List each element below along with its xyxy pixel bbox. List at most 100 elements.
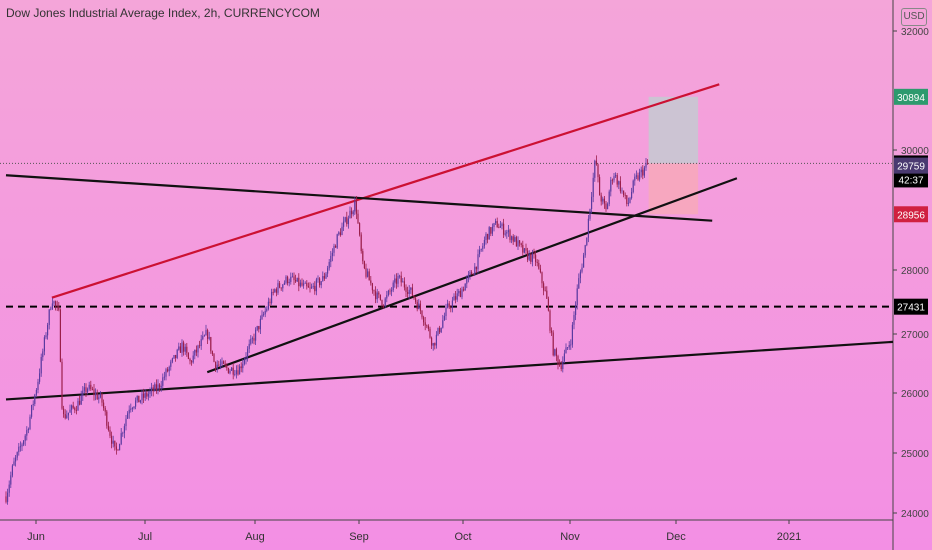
candle-body [202, 336, 204, 340]
candle [115, 442, 117, 455]
candle [243, 357, 245, 366]
candle [119, 443, 121, 451]
candle-body [91, 389, 93, 390]
trendline-2[interactable] [206, 177, 738, 374]
candle [37, 378, 39, 394]
candle [283, 280, 285, 286]
candle [623, 190, 625, 198]
candle-body [440, 327, 442, 333]
price-label[interactable]: 29759 [897, 162, 925, 173]
candle-body [19, 446, 21, 448]
candle-body [69, 409, 71, 413]
trendline-3[interactable] [5, 340, 894, 401]
candle-body [469, 272, 471, 275]
candle-body [557, 356, 559, 365]
candle-body [239, 366, 241, 375]
candle [335, 244, 337, 248]
price-label-box[interactable] [894, 88, 928, 105]
price-label[interactable]: 27431 [897, 303, 925, 314]
candle [99, 391, 101, 399]
candle [347, 215, 349, 229]
candle-body [99, 393, 101, 398]
candle-body [32, 403, 34, 406]
candle-body [101, 393, 103, 403]
candle-body [511, 236, 513, 240]
candle-body [536, 261, 538, 263]
candle-body [592, 177, 594, 197]
candle [418, 299, 420, 310]
candle [443, 312, 445, 321]
target-zone[interactable] [648, 96, 699, 164]
candle [146, 390, 148, 400]
candle-body [474, 266, 476, 275]
candle-body [176, 349, 178, 358]
candle-body [647, 163, 649, 165]
trendline-1[interactable] [5, 174, 713, 222]
price-label-box[interactable] [894, 157, 928, 174]
price-label-box[interactable] [894, 206, 928, 223]
candle-body [389, 290, 391, 292]
candle [567, 347, 569, 350]
candle [219, 359, 221, 370]
candle-body [373, 290, 375, 292]
candle [21, 442, 23, 451]
price-label[interactable]: 28956 [897, 210, 925, 221]
candle-body [319, 278, 321, 286]
candle [11, 464, 13, 478]
candle-body [213, 354, 215, 362]
candle-body [184, 346, 186, 352]
candle [560, 360, 562, 372]
price-label-box[interactable] [894, 298, 928, 315]
candle-body [234, 374, 236, 375]
candle-body [527, 250, 529, 260]
candle [381, 299, 383, 309]
candle [402, 278, 404, 283]
candle-body [463, 289, 465, 291]
y-tick-label: 28000 [901, 266, 929, 277]
candle-body [114, 440, 116, 447]
candle [24, 434, 26, 446]
candle-body [533, 253, 535, 255]
candle-body [141, 393, 143, 401]
candle [517, 236, 519, 251]
candle-body [437, 327, 439, 335]
candle [445, 303, 447, 320]
candle-body [35, 389, 37, 395]
candle-body [355, 201, 357, 214]
candle-body [218, 364, 220, 366]
candle-body [413, 295, 415, 299]
candle-body [485, 233, 487, 241]
candle [447, 299, 449, 309]
candle [503, 218, 505, 239]
candle [63, 405, 65, 418]
candle-body [323, 276, 325, 279]
candle-body [37, 381, 39, 390]
candle [415, 296, 417, 305]
candle-body [255, 329, 257, 341]
candle [200, 334, 202, 350]
candle [80, 390, 82, 405]
candle [227, 367, 229, 374]
candle [336, 233, 338, 249]
candle-body [243, 359, 245, 364]
candle-body [535, 254, 537, 262]
candle [539, 264, 541, 274]
candle [538, 259, 540, 270]
candle-body [346, 217, 348, 225]
candle-body [623, 190, 625, 195]
candle [384, 297, 386, 308]
candle [19, 441, 21, 452]
candle [181, 339, 183, 357]
currency-button[interactable]: USD [901, 8, 927, 26]
trendline-0[interactable] [51, 83, 720, 299]
candle [391, 287, 393, 297]
price-label[interactable]: 30894 [897, 93, 925, 104]
candle-body [402, 281, 404, 283]
candle-body [250, 338, 252, 344]
candle [485, 232, 487, 245]
candle-body [104, 407, 106, 412]
candle [91, 386, 93, 391]
stop-zone[interactable] [648, 163, 699, 215]
candle-body [491, 226, 493, 234]
